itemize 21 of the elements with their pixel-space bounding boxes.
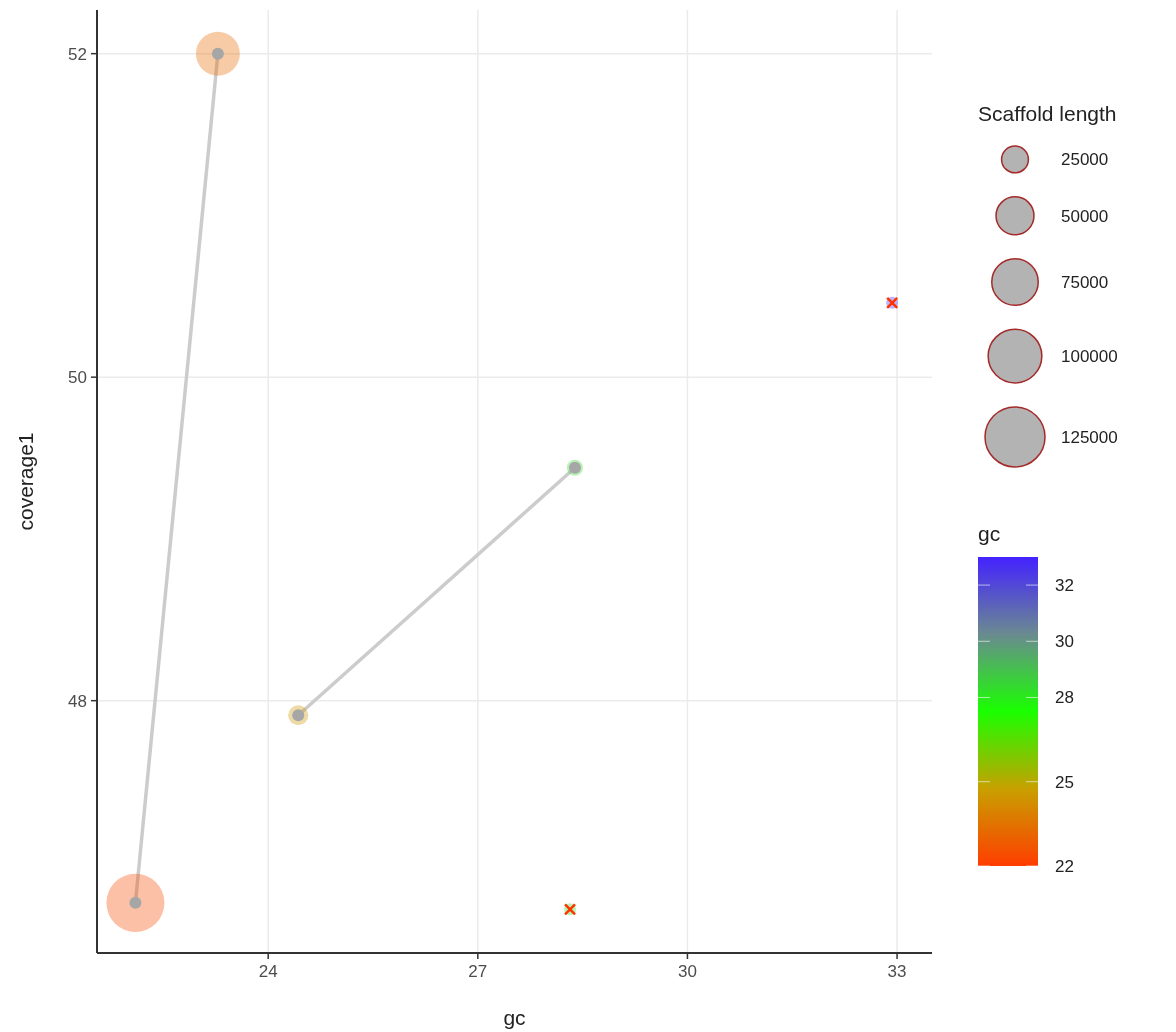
x-tick-label: 24 [258,962,278,981]
legend-label: 125000 [1061,427,1118,447]
legend-label: 25000 [1061,150,1109,170]
color-bar-label: 32 [1055,576,1074,596]
y-tick-label: 50 [68,368,87,388]
y-axis-title: coverage1 [14,432,37,531]
y-tick-label: 48 [68,691,87,711]
x-tick-label: 30 [677,962,697,981]
legend-title: Scaffold length [978,102,1117,125]
legend-label: 100000 [1061,347,1118,367]
color-bar-label: 30 [1055,632,1074,652]
color-bar-title: gc [978,522,1001,545]
legend-label: 50000 [1061,206,1109,226]
y-tick-label: 52 [68,44,87,64]
x-tick-label: 27 [468,962,488,981]
legend-label: 75000 [1061,272,1109,292]
x-tick-label: 33 [887,962,907,981]
x-axis-title: gc [503,1006,526,1029]
color-bar-label: 28 [1055,688,1074,708]
color-bar-label: 25 [1055,772,1074,792]
color-bar-label: 22 [1055,856,1074,876]
